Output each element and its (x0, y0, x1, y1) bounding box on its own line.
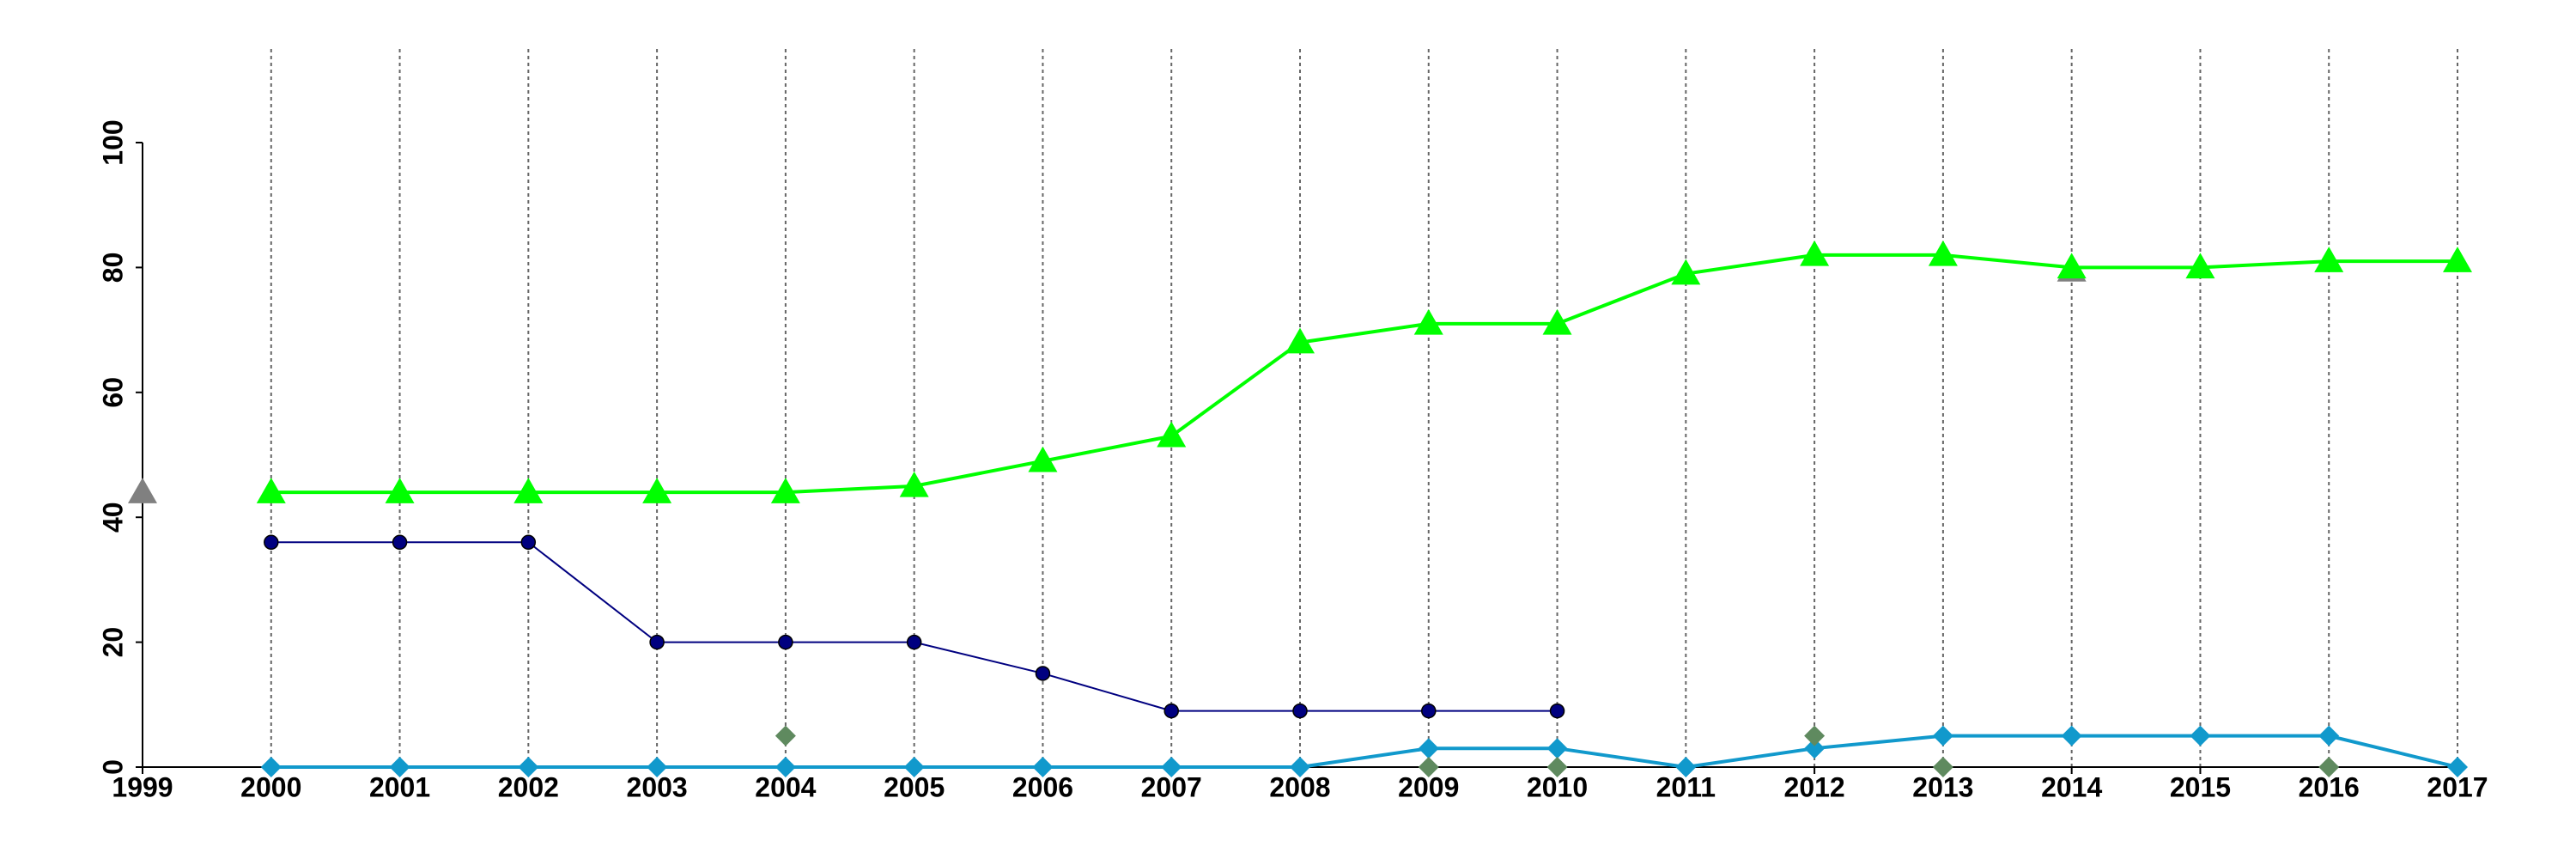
diamond-marker (389, 757, 410, 777)
circle-marker (1035, 666, 1051, 681)
circle-marker (520, 534, 537, 551)
diamond-marker (1161, 757, 1182, 777)
diamond-marker (260, 757, 282, 777)
diamond-marker (1546, 738, 1568, 759)
diamond-marker (518, 757, 539, 777)
diamond-marker (2318, 725, 2340, 746)
diamond-marker (1932, 757, 1953, 777)
diamond-marker (1290, 757, 1310, 777)
circle-marker (778, 634, 793, 650)
triangle-marker (1800, 240, 1830, 266)
series (264, 534, 1565, 719)
y-tick-label: 60 (97, 377, 128, 408)
circle-marker (264, 534, 279, 551)
triangle-marker (2057, 253, 2087, 279)
triangle-marker (899, 471, 929, 497)
diamond-marker (775, 757, 796, 777)
triangle-marker (385, 478, 415, 503)
triangle-marker (1285, 327, 1315, 354)
triangle-marker (770, 478, 800, 503)
triangle-marker (128, 478, 157, 503)
circle-marker (1292, 703, 1308, 719)
triangle-marker (1157, 421, 1187, 448)
diamond-marker (1932, 725, 1953, 746)
diamond-marker (1418, 757, 1439, 777)
circle-marker (392, 534, 408, 551)
diamond-marker (1804, 738, 1826, 759)
x-tick-label: 1999 (112, 771, 173, 802)
circle-marker (1421, 703, 1437, 719)
triangle-marker (1671, 259, 1701, 285)
triangle-marker (2314, 247, 2344, 272)
circle-marker (906, 634, 922, 650)
triangle-marker (2443, 247, 2472, 272)
series (128, 256, 2087, 503)
y-tick-label: 40 (97, 502, 128, 533)
y-tick-label: 0 (97, 759, 128, 775)
diamond-marker (1675, 757, 1697, 777)
triangle-marker (2185, 253, 2215, 279)
diamond-marker (903, 757, 925, 777)
series (256, 240, 2472, 503)
diamond-marker (2190, 725, 2211, 746)
triangle-marker (1928, 240, 1958, 266)
diamond-marker (1546, 757, 1568, 777)
x-tick-label: 2012 (1784, 771, 1845, 802)
x-tick-label: 2015 (2170, 771, 2231, 802)
circle-marker (1549, 703, 1565, 719)
triangle-marker (1542, 308, 1572, 335)
series (775, 725, 2340, 777)
diamond-marker (2447, 757, 2468, 777)
diamond-marker (1804, 725, 1826, 746)
series-line (270, 253, 2458, 495)
y-tick-label: 100 (97, 119, 128, 165)
triangle-marker (256, 478, 286, 503)
diamond-marker (1418, 738, 1439, 759)
diamond-marker (647, 757, 668, 777)
diamond-marker (775, 725, 796, 746)
diamond-marker (2061, 725, 2082, 746)
series-line (270, 734, 2458, 770)
series (260, 725, 2468, 777)
triangle-marker (1028, 446, 1058, 472)
triangle-marker (513, 478, 544, 503)
y-tick-label: 20 (97, 627, 128, 658)
circle-marker (1163, 703, 1179, 719)
triangle-marker (642, 478, 672, 503)
circle-marker (649, 634, 665, 650)
diamond-marker (1032, 757, 1054, 777)
triangle-marker (1413, 308, 1443, 335)
x-tick-label: 2014 (2041, 771, 2102, 802)
diamond-marker (2318, 757, 2340, 777)
y-tick-label: 80 (97, 253, 128, 283)
